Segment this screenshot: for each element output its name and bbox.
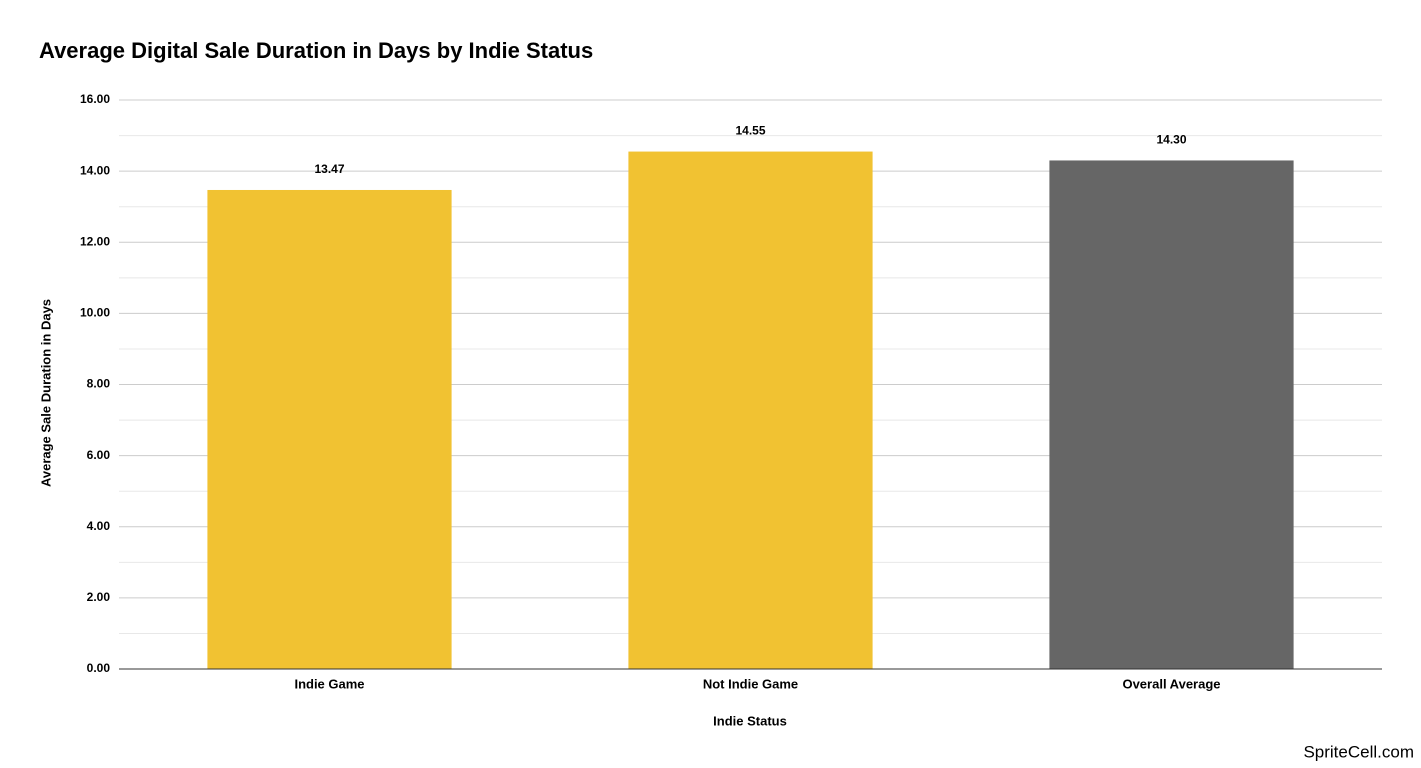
y-tick-label: 10.00 <box>80 306 110 320</box>
y-tick-label: 4.00 <box>87 519 111 533</box>
y-tick-label: 14.00 <box>80 163 110 177</box>
y-tick-label: 6.00 <box>87 448 111 462</box>
chart-title: Average Digital Sale Duration in Days by… <box>39 38 593 63</box>
x-tick-label: Overall Average <box>1122 676 1220 691</box>
y-tick-label: 0.00 <box>87 661 111 675</box>
value-label: 14.30 <box>1156 133 1186 147</box>
y-tick-label: 12.00 <box>80 234 110 248</box>
bar <box>628 151 873 670</box>
y-tick-label: 2.00 <box>87 590 111 604</box>
x-tick-label: Indie Game <box>294 676 364 691</box>
x-tick-label: Not Indie Game <box>703 676 798 691</box>
watermark: SpriteCell.com <box>1303 742 1414 761</box>
y-tick-label: 16.00 <box>80 92 110 106</box>
value-label: 13.47 <box>314 162 344 176</box>
value-label: 14.55 <box>735 124 765 138</box>
y-axis-label: Average Sale Duration in Days <box>38 299 53 487</box>
y-tick-label: 8.00 <box>87 377 111 391</box>
x-axis-label: Indie Status <box>713 713 787 728</box>
bar <box>207 189 452 669</box>
bar <box>1049 160 1294 670</box>
